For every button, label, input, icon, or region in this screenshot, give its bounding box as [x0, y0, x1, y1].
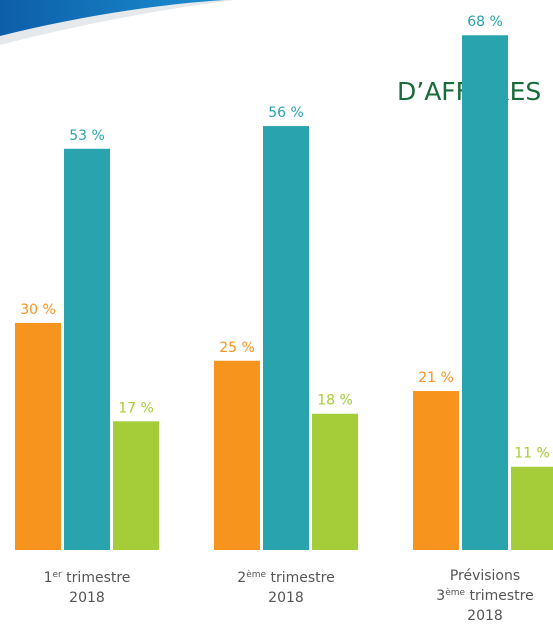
x-tick-label: 1er trimestre: [44, 570, 131, 586]
x-tick-label: 3ème trimestre: [436, 587, 533, 604]
superscript: ème: [246, 569, 266, 580]
x-tick-label: Prévisions: [450, 568, 520, 584]
bar: [312, 413, 358, 550]
bar: [15, 322, 61, 550]
superscript: er: [52, 570, 62, 580]
bar: [413, 391, 459, 550]
bar: [64, 148, 110, 551]
label-part: 2018: [69, 590, 105, 606]
label-part: 3: [436, 588, 445, 604]
label-part: 1: [44, 570, 53, 586]
label-part: 2018: [268, 590, 304, 606]
value-label: 18 %: [317, 393, 353, 409]
x-tick-label: 2018: [268, 590, 304, 606]
value-label: 56 %: [268, 105, 304, 121]
bar: [263, 126, 309, 550]
value-label: 21 %: [418, 370, 454, 386]
label-part: trimestre: [266, 570, 335, 586]
label-part: Prévisions: [450, 568, 520, 584]
decor-swoosh: [0, 0, 225, 36]
bar: [462, 35, 508, 551]
x-tick-label: 2018: [69, 590, 105, 606]
value-label: 11 %: [514, 446, 550, 462]
label-part: 2: [237, 570, 246, 586]
value-label: 25 %: [219, 340, 255, 356]
bar: [113, 421, 159, 550]
label-part: trimestre: [62, 570, 131, 586]
x-tick-label: 2ème trimestre: [237, 569, 334, 586]
bar: [214, 360, 260, 550]
value-label: 30 %: [20, 302, 56, 318]
superscript: ème: [445, 587, 465, 598]
value-label: 17 %: [118, 400, 154, 416]
value-label: 53 %: [69, 128, 105, 144]
x-tick-label: 2018: [467, 608, 503, 624]
bar: [511, 466, 553, 550]
label-part: 2018: [467, 608, 503, 624]
label-part: trimestre: [465, 588, 534, 604]
value-label: 68 %: [467, 14, 503, 30]
